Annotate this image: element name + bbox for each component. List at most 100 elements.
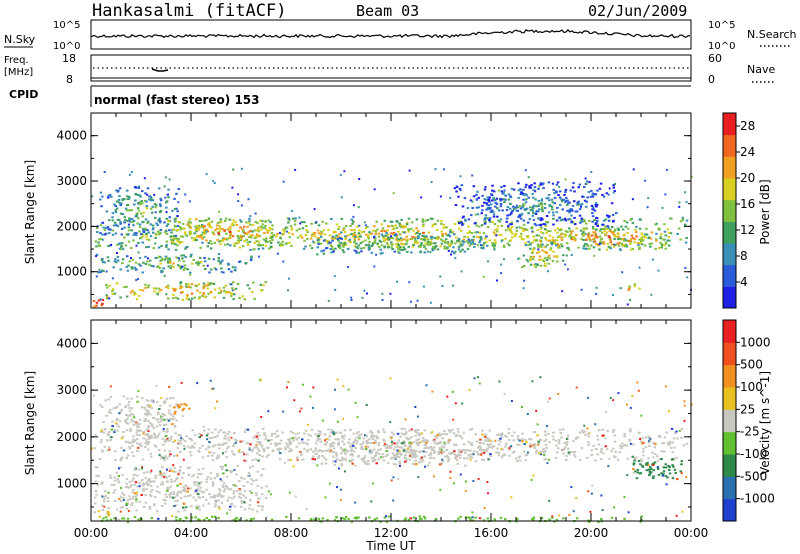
velocity-cell xyxy=(278,447,281,450)
velocity-cell xyxy=(340,463,343,465)
velocity-cell xyxy=(563,447,566,450)
velocity-cell xyxy=(240,501,244,504)
power-cell xyxy=(623,239,626,242)
velocity-speckle xyxy=(652,456,655,459)
velocity-cell xyxy=(102,500,106,503)
power-ytick-label: 3000 xyxy=(56,174,87,188)
power-cell xyxy=(159,262,162,265)
velocity-cell xyxy=(99,404,102,407)
power-speckle xyxy=(581,202,584,205)
velocity-cell xyxy=(377,452,381,455)
velocity-cell xyxy=(489,455,492,457)
power-cell xyxy=(99,224,103,227)
power-speckle xyxy=(163,274,166,277)
velocity-cell xyxy=(594,459,597,462)
velocity-cell xyxy=(135,491,139,494)
velocity-cell xyxy=(441,437,444,440)
power-cell xyxy=(395,243,398,246)
velocity-cell xyxy=(341,440,344,443)
power-colorbar-segment xyxy=(723,156,736,179)
power-cell xyxy=(219,289,223,292)
velocity-cell xyxy=(435,443,438,446)
velocity-cell xyxy=(138,434,141,437)
velocity-cell xyxy=(472,450,476,453)
velocity-cell xyxy=(623,435,626,438)
power-cell xyxy=(453,187,457,190)
power-cell xyxy=(562,254,565,257)
velocity-cell xyxy=(241,440,245,443)
velocity-cell xyxy=(680,436,683,439)
freq-right-tick-top: 60 xyxy=(708,52,722,65)
velocity-speckle xyxy=(181,415,184,418)
velocity-cell xyxy=(243,508,247,511)
power-cell xyxy=(328,234,332,237)
power-cell xyxy=(262,238,265,241)
power-cell xyxy=(277,241,280,244)
power-cell xyxy=(564,235,567,238)
velocity-cell xyxy=(640,442,644,445)
velocity-cell xyxy=(149,422,152,424)
velocity-cell xyxy=(165,496,169,498)
power-speckle xyxy=(177,201,180,204)
power-cell xyxy=(139,201,142,204)
velocity-cell xyxy=(249,518,253,521)
velocity-cell xyxy=(334,438,337,441)
power-cell xyxy=(607,219,611,222)
velocity-cell xyxy=(133,439,137,442)
power-cell xyxy=(168,229,171,232)
velocity-cell xyxy=(344,457,347,460)
power-ytick-label: 2000 xyxy=(56,219,87,233)
velocity-cell xyxy=(157,432,161,435)
power-cell xyxy=(113,260,117,263)
power-cell xyxy=(539,231,543,234)
power-cell xyxy=(462,238,465,241)
velocity-cell xyxy=(337,441,341,444)
power-cell xyxy=(396,239,400,242)
power-cell xyxy=(454,204,458,206)
power-cell xyxy=(232,298,235,301)
velocity-cell xyxy=(624,444,627,446)
power-cell xyxy=(115,207,119,210)
velocity-cell xyxy=(122,497,125,499)
power-cell xyxy=(505,209,509,211)
power-cell xyxy=(467,225,470,228)
velocity-speckle xyxy=(454,402,457,405)
velocity-cell xyxy=(332,460,335,463)
velocity-cell xyxy=(369,436,373,439)
power-cell xyxy=(111,288,115,291)
velocity-cell xyxy=(486,436,489,439)
velocity-cell xyxy=(218,488,221,491)
velocity-cell xyxy=(410,455,413,458)
velocity-cell xyxy=(193,434,197,437)
power-speckle xyxy=(558,185,561,188)
velocity-cell xyxy=(191,429,194,432)
power-speckle xyxy=(99,298,102,301)
velocity-cell xyxy=(328,448,332,451)
velocity-cell xyxy=(315,452,318,455)
velocity-cell xyxy=(231,497,234,500)
velocity-cell xyxy=(143,482,147,485)
power-cell xyxy=(600,242,603,245)
power-cell xyxy=(194,236,197,239)
velocity-cell xyxy=(467,454,470,457)
velocity-cell xyxy=(409,448,412,451)
velocity-cell xyxy=(341,517,344,520)
velocity-speckle xyxy=(372,482,375,485)
velocity-cell xyxy=(142,506,146,508)
power-cell xyxy=(493,244,496,247)
velocity-cell xyxy=(446,456,450,458)
velocity-cell xyxy=(533,443,536,445)
power-speckle xyxy=(515,209,518,212)
power-cell xyxy=(382,237,385,240)
velocity-cell xyxy=(173,467,177,470)
power-cell xyxy=(390,243,393,246)
power-cell xyxy=(520,232,523,235)
velocity-cell xyxy=(195,492,199,495)
power-speckle xyxy=(690,175,693,178)
power-cell xyxy=(367,237,370,240)
power-cell xyxy=(351,220,355,223)
velocity-cell xyxy=(181,438,185,441)
power-speckle xyxy=(258,255,260,258)
velocity-speckle xyxy=(600,494,603,497)
velocity-cell xyxy=(507,432,511,435)
